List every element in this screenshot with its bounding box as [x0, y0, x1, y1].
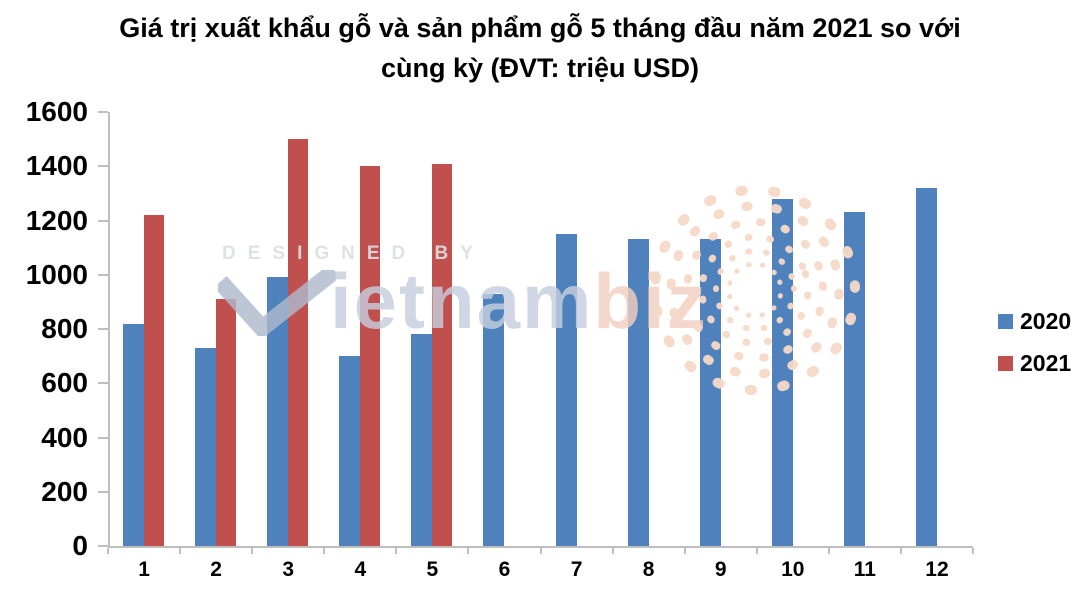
- y-axis-label: 400: [41, 421, 88, 453]
- watermark-designed-by-text: DESIGNED BY: [222, 243, 485, 264]
- bar-2021-month-4: [360, 166, 381, 546]
- y-axis-label: 0: [72, 530, 88, 561]
- dotted-swirl-logo-icon: [650, 185, 860, 395]
- legend-swatch-2020: [998, 313, 1013, 329]
- bar-2021-month-3: [288, 139, 309, 546]
- x-axis-tick: [467, 548, 470, 554]
- y-axis-label: 200: [41, 475, 88, 507]
- bar-2020-month-12: [915, 187, 937, 546]
- chart-legend: 2020 2021: [998, 306, 1071, 390]
- x-axis-label: 12: [925, 558, 949, 581]
- bar-2020-month-1: [123, 323, 145, 546]
- x-axis-line: [108, 546, 973, 548]
- x-axis-label: 5: [426, 558, 439, 581]
- x-axis-tick: [972, 548, 974, 554]
- y-axis-tick: [98, 273, 108, 276]
- x-axis-tick: [683, 548, 686, 554]
- bar-2020-month-4: [339, 356, 361, 546]
- bar-2020-month-2: [195, 347, 217, 546]
- x-axis-tick: [395, 548, 398, 554]
- legend-swatch-2021: [998, 355, 1013, 371]
- x-axis-label: 10: [781, 558, 805, 581]
- bar-2020-month-11: [843, 212, 865, 546]
- bar-2020-month-7: [555, 234, 577, 546]
- y-axis-label: 1200: [25, 204, 88, 236]
- y-axis-tick: [98, 490, 108, 493]
- bar-2020-month-10: [771, 198, 793, 546]
- x-axis-tick: [611, 548, 614, 554]
- y-axis-label: 800: [41, 313, 88, 344]
- legend-label-2020: 2020: [1020, 307, 1072, 334]
- x-axis-tick: [107, 548, 109, 554]
- x-axis-label: 8: [642, 558, 655, 581]
- legend-item-2021: 2021: [998, 348, 1071, 378]
- x-axis-tick: [899, 548, 902, 554]
- y-axis-line: [108, 112, 110, 546]
- x-axis-label: 9: [714, 558, 727, 581]
- watermark-brand-main: ietnam: [330, 257, 594, 345]
- y-axis-label: 1000: [25, 258, 88, 290]
- bar-2020-month-5: [411, 334, 433, 546]
- x-axis-label: 1: [138, 558, 150, 581]
- y-axis-tick: [98, 219, 108, 222]
- bar-2020-month-6: [483, 293, 505, 546]
- x-axis-label: 3: [282, 558, 295, 581]
- x-axis-tick: [323, 548, 326, 554]
- legend-item-2020: 2020: [998, 306, 1071, 336]
- x-axis-label: 11: [853, 558, 876, 581]
- bar-2020-month-3: [267, 277, 289, 546]
- bar-2020-month-8: [627, 239, 649, 546]
- checkmark-icon: [218, 270, 336, 336]
- chart-title-line-2: cùng kỳ (ĐVT: triệu USD): [380, 53, 700, 83]
- bar-2021-month-5: [432, 163, 453, 546]
- x-axis-tick: [755, 548, 758, 554]
- x-axis-label: 2: [210, 558, 222, 581]
- x-axis-label: 4: [354, 558, 367, 581]
- y-axis-label: 1600: [25, 96, 88, 127]
- bar-2020-month-9: [699, 239, 721, 546]
- x-axis-tick: [179, 548, 182, 554]
- chart-title: Giá trị xuất khẩu gỗ và sản phẩm gỗ 5 th…: [0, 8, 1080, 88]
- watermark-brand: ietnam biz: [218, 262, 708, 340]
- bar-2021-month-2: [216, 299, 237, 546]
- x-axis-tick: [539, 548, 542, 554]
- legend-label-2021: 2021: [1020, 349, 1072, 376]
- y-axis-tick: [98, 545, 108, 547]
- y-axis-tick: [98, 111, 108, 113]
- bar-2021-month-1: [144, 215, 165, 546]
- y-axis-tick: [98, 382, 108, 385]
- y-axis-tick: [98, 165, 108, 168]
- x-axis-tick: [251, 548, 254, 554]
- x-axis-tick: [827, 548, 830, 554]
- x-axis-label: 6: [498, 558, 511, 581]
- x-axis-label: 7: [570, 558, 583, 581]
- chart-title-line-1: Giá trị xuất khẩu gỗ và sản phẩm gỗ 5 th…: [119, 13, 961, 43]
- y-axis-tick: [98, 328, 108, 330]
- y-axis-label: 1400: [25, 150, 88, 182]
- y-axis-tick: [98, 436, 108, 439]
- y-axis-label: 600: [41, 367, 88, 399]
